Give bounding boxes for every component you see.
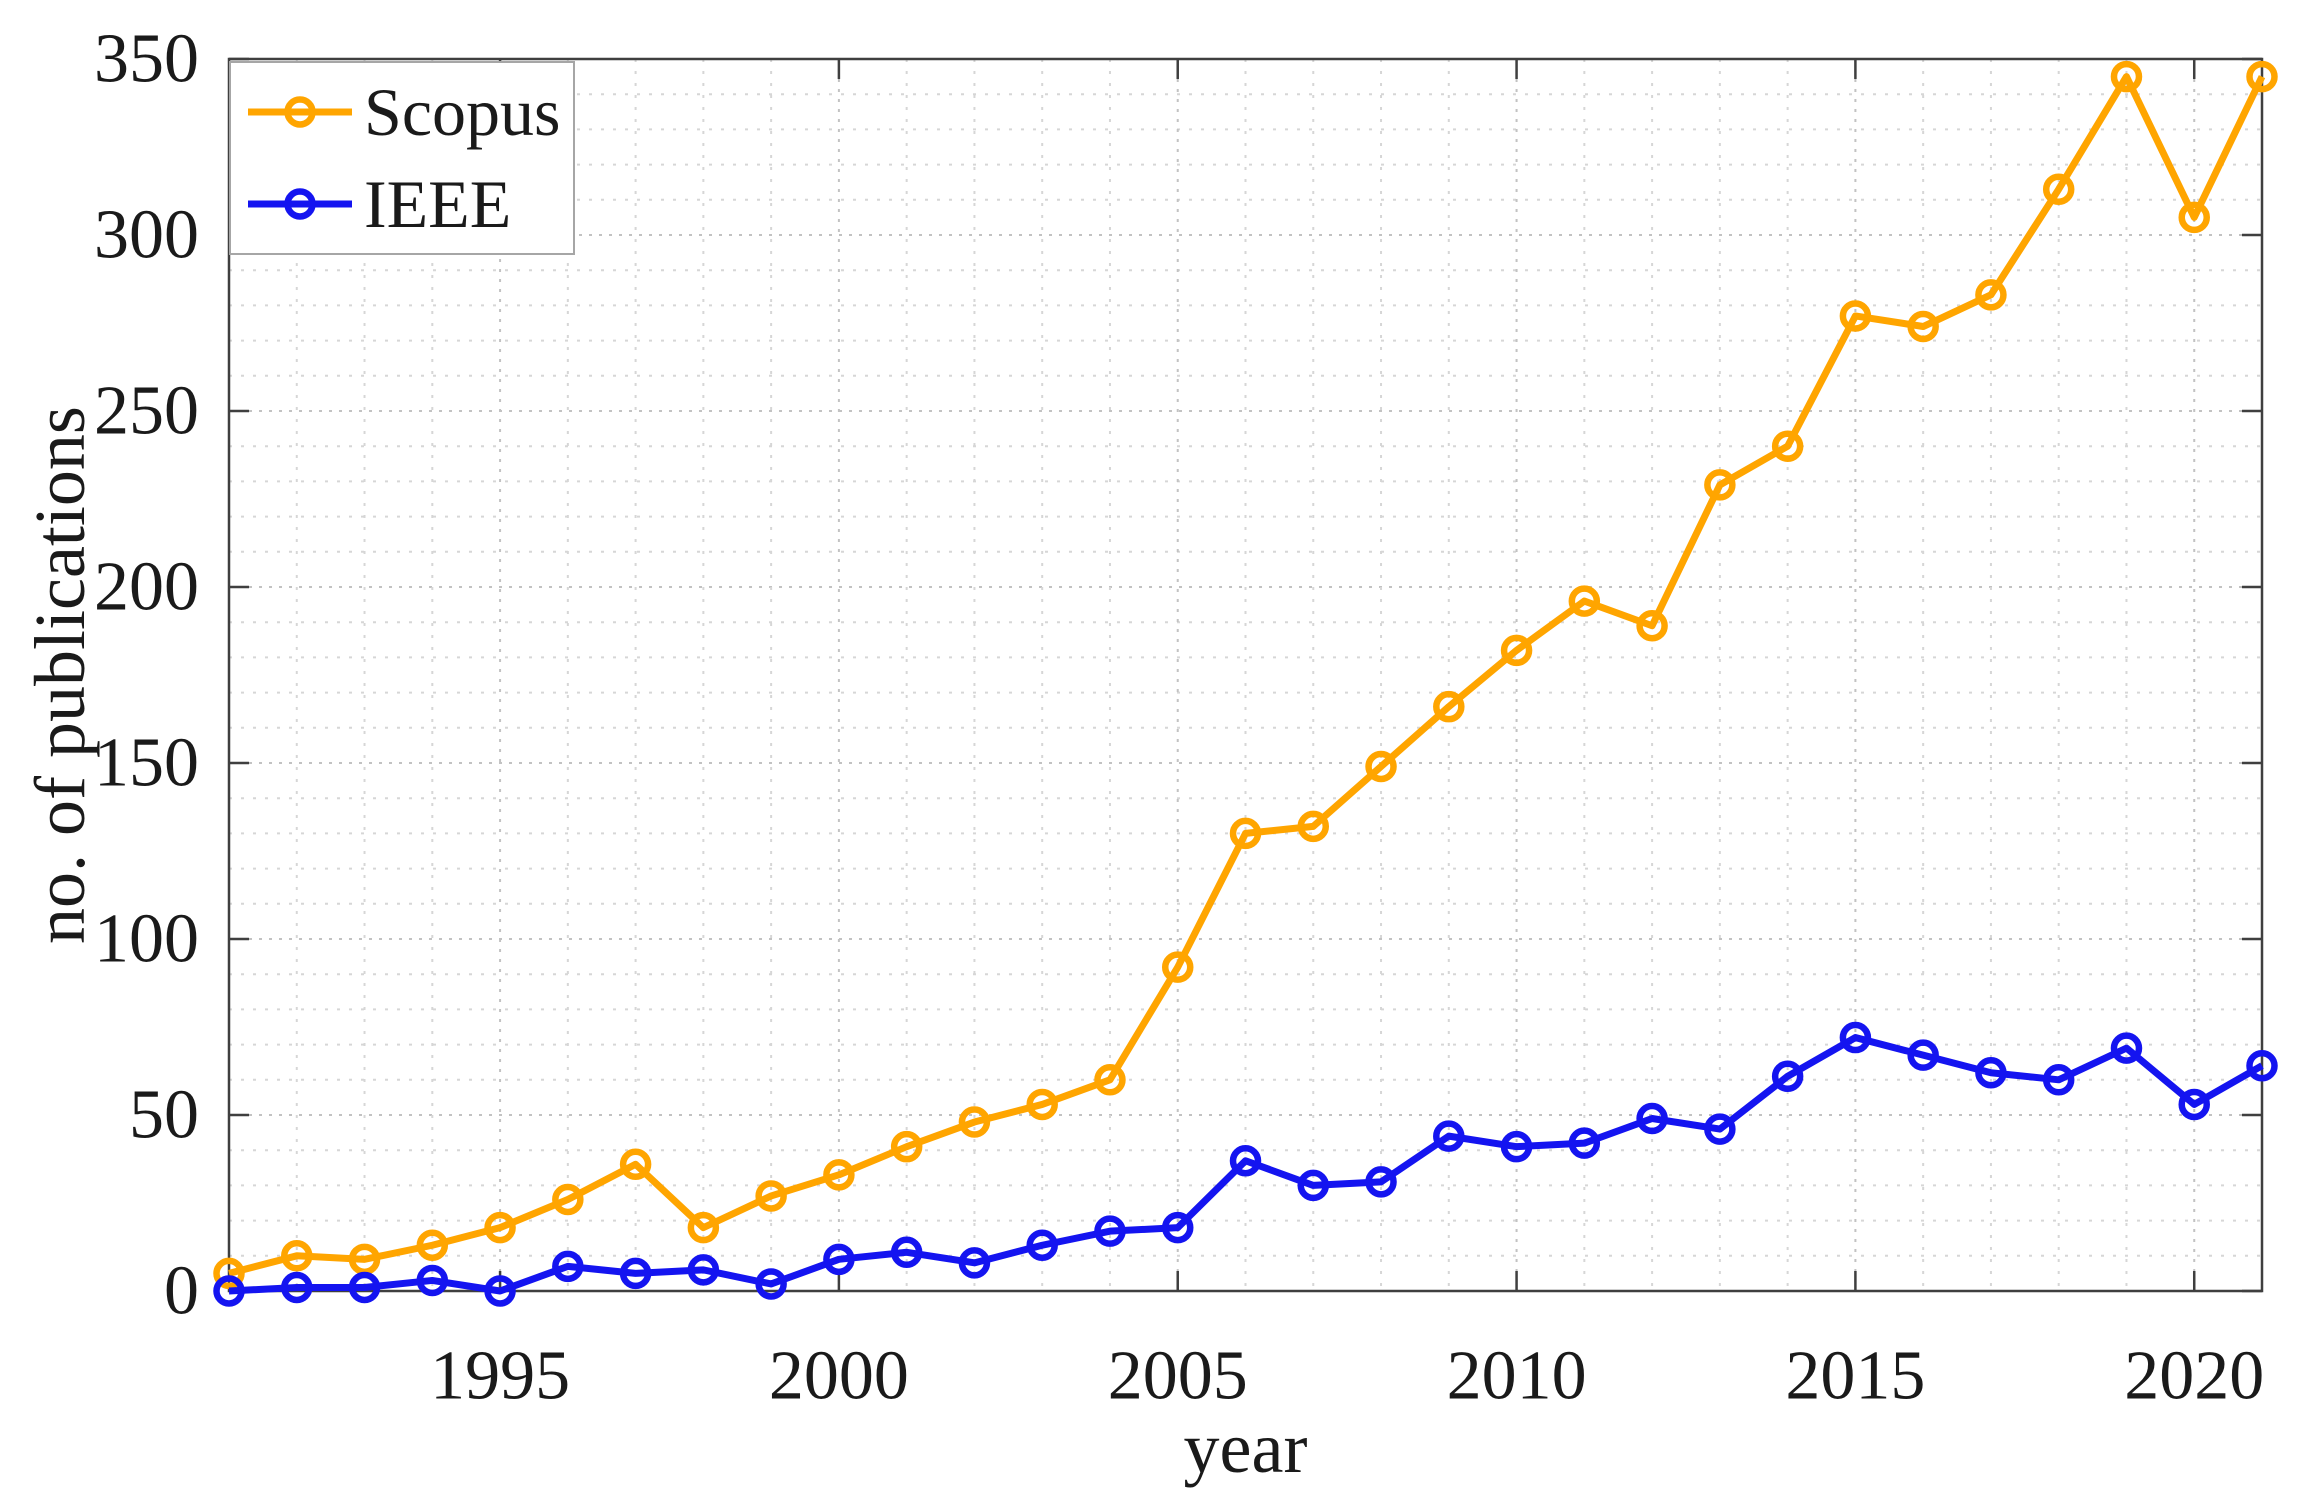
data-point-marker — [1365, 750, 1397, 783]
legend-marker-sample — [284, 96, 316, 128]
data-point-marker — [1026, 1229, 1058, 1261]
y-tick-label: 150 — [94, 725, 199, 802]
x-tick-label: 2020 — [2124, 1338, 2264, 1415]
data-point-marker — [823, 1243, 855, 1276]
y-tick-label: 350 — [94, 21, 199, 98]
x-tick-label: 2000 — [769, 1338, 909, 1415]
data-point-marker — [2042, 173, 2075, 205]
legend: Scopus IEEE — [229, 61, 575, 255]
legend-label: Scopus — [364, 74, 560, 150]
data-point-marker — [1839, 300, 1872, 332]
data-point-marker — [416, 1229, 449, 1261]
data-point-marker — [755, 1180, 787, 1212]
data-point-marker — [484, 1211, 516, 1244]
series-line-scopus — [228, 73, 2266, 1277]
data-point-marker — [1161, 1211, 1194, 1244]
y-axis-label: no. of publications — [20, 406, 100, 944]
data-point-marker — [687, 1211, 720, 1244]
data-point-marker — [619, 1257, 652, 1290]
data-point-marker — [890, 1236, 923, 1269]
data-point-marker — [1839, 1021, 1872, 1054]
data-point-marker — [1433, 690, 1465, 723]
data-point-marker — [1026, 1088, 1058, 1121]
data-point-marker — [2178, 201, 2210, 234]
legend-box — [229, 61, 575, 255]
series-scopus — [213, 60, 2278, 1290]
data-point-marker — [1975, 279, 2007, 311]
data-point-marker — [484, 1275, 516, 1307]
data-point-marker — [687, 1254, 720, 1286]
data-point-marker — [1297, 810, 1330, 843]
data-point-marker — [1636, 1102, 1668, 1135]
tick-label-layer: 0 50 100 150 200 250 300 350 1995 2000 2005 2010 201… — [94, 21, 2264, 1415]
data-point-marker — [823, 1159, 855, 1191]
series-line-ieee — [228, 1034, 2264, 1295]
data-point-marker — [1568, 1127, 1601, 1159]
y-tick-label: 250 — [94, 373, 199, 450]
data-point-marker — [1229, 1145, 1262, 1177]
x-tick-label: 2010 — [1447, 1338, 1587, 1415]
x-tick-label: 1995 — [430, 1338, 570, 1415]
data-point-marker — [1907, 1039, 1939, 1071]
data-point-marker — [1704, 469, 1736, 501]
data-point-marker — [2246, 60, 2278, 93]
legend-marker-sample — [284, 188, 316, 220]
series-layer — [213, 60, 2278, 1307]
y-tick-label: 50 — [129, 1077, 199, 1154]
x-tick-label: 2005 — [1108, 1338, 1248, 1415]
data-point-marker — [416, 1264, 449, 1297]
data-point-marker — [1094, 1215, 1126, 1247]
data-point-marker — [2110, 60, 2143, 93]
y-tick-label: 200 — [94, 549, 199, 626]
data-point-marker — [2178, 1088, 2210, 1121]
data-point-marker — [1771, 1060, 1804, 1093]
data-point-marker — [281, 1271, 313, 1304]
x-tick-label: 2015 — [1785, 1338, 1925, 1415]
data-point-marker — [958, 1106, 991, 1138]
data-point-marker — [1636, 609, 1668, 642]
y-tick-label: 100 — [94, 901, 199, 978]
data-point-marker — [1365, 1166, 1397, 1198]
data-point-marker — [1161, 951, 1194, 983]
y-tick-label: 300 — [94, 197, 199, 274]
data-point-marker — [1433, 1120, 1465, 1152]
series-ieee — [213, 1021, 2278, 1307]
data-point-marker — [2246, 1049, 2278, 1082]
data-point-marker — [1568, 585, 1601, 617]
data-point-marker — [890, 1130, 923, 1163]
legend-label: IEEE — [364, 166, 511, 242]
data-point-marker — [958, 1247, 991, 1279]
data-point-marker — [2110, 1032, 2143, 1064]
x-axis-label: year — [1184, 1408, 1308, 1488]
data-point-marker — [755, 1268, 787, 1300]
data-point-marker — [213, 1275, 245, 1307]
data-point-marker — [348, 1271, 381, 1304]
data-point-marker — [1229, 817, 1262, 850]
data-point-marker — [1094, 1064, 1126, 1096]
data-point-marker — [213, 1257, 245, 1290]
data-point-marker — [552, 1250, 584, 1283]
plot-border — [227, 57, 2264, 1293]
data-point-marker — [619, 1148, 652, 1181]
data-point-marker — [1500, 634, 1533, 667]
data-point-marker — [1500, 1130, 1533, 1163]
data-point-marker — [1297, 1169, 1330, 1202]
data-point-marker — [552, 1183, 584, 1216]
data-point-marker — [1704, 1113, 1736, 1145]
data-point-marker — [1975, 1057, 2007, 1089]
data-point-marker — [1771, 430, 1804, 462]
data-point-marker — [281, 1240, 313, 1272]
data-point-marker — [2042, 1064, 2075, 1096]
data-point-marker — [1907, 310, 1939, 343]
y-tick-label: 0 — [164, 1253, 199, 1330]
